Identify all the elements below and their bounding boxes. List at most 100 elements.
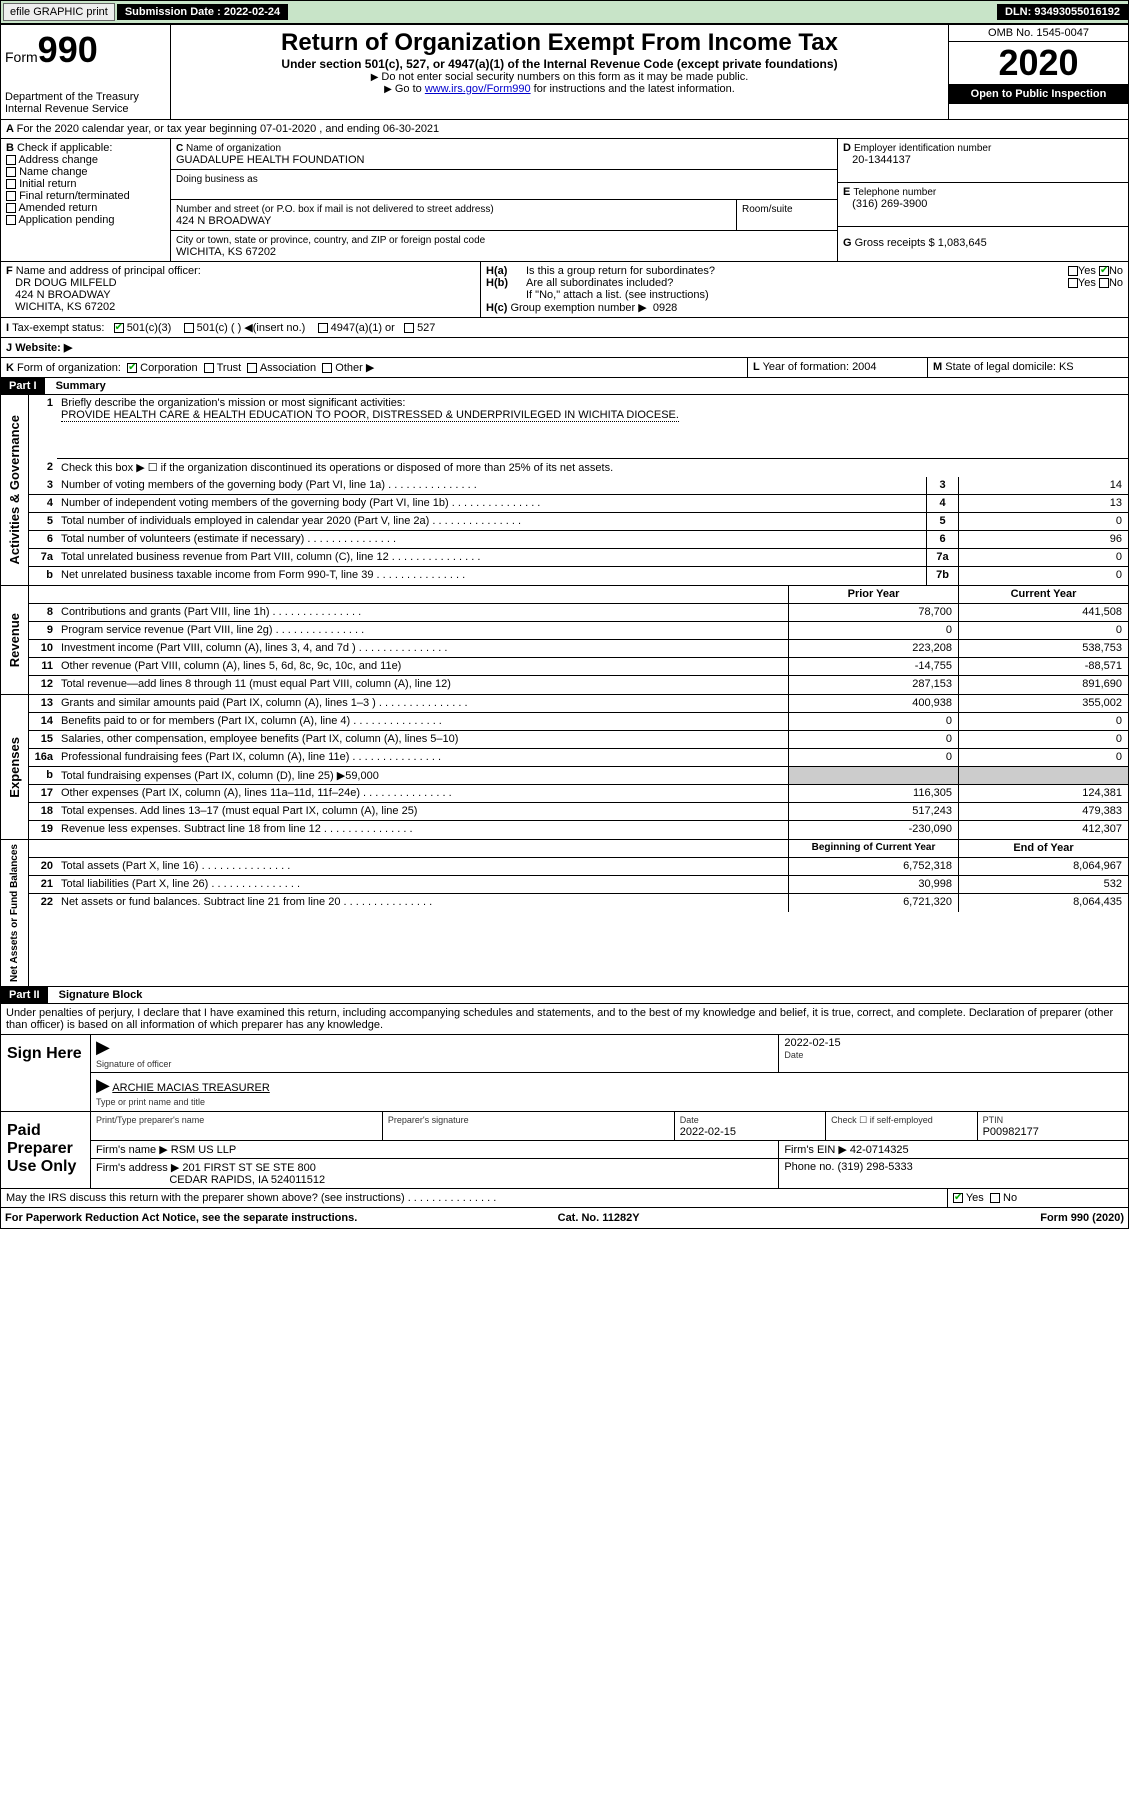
name-arrow-icon: ▶ (96, 1075, 110, 1095)
pra-notice: For Paperwork Reduction Act Notice, see … (5, 1212, 357, 1224)
officer-label: Name and address of principal officer: (16, 265, 201, 277)
hb-no[interactable] (1099, 278, 1109, 288)
preparer-date-label: Date (680, 1115, 699, 1125)
l7a-val: 0 (958, 549, 1128, 566)
discuss-yes[interactable] (953, 1193, 963, 1203)
ptin-label: PTIN (983, 1115, 1004, 1125)
cb-527[interactable] (404, 323, 414, 333)
l16a-curr: 0 (958, 749, 1128, 766)
exp-label: Expenses (5, 733, 24, 802)
officer-street: 424 N BROADWAY (15, 289, 110, 301)
part1-title: Summary (48, 378, 114, 394)
l18-curr: 479,383 (958, 803, 1128, 820)
block-bcd: B Check if applicable: Address change Na… (0, 139, 1129, 262)
l19-prior: -230,090 (788, 821, 958, 839)
cb-501c[interactable] (184, 323, 194, 333)
submission-date-chip: Submission Date : 2022-02-24 (117, 4, 288, 20)
hc-value: 0928 (653, 302, 677, 314)
open-public-inspection: Open to Public Inspection (949, 84, 1128, 104)
line-j: J Website: ▶ (0, 338, 1129, 358)
l7a-text: Total unrelated business revenue from Pa… (57, 549, 926, 566)
l6-text: Total number of volunteers (estimate if … (57, 531, 926, 548)
l16a-text: Professional fundraising fees (Part IX, … (57, 749, 788, 766)
firm-addr2: CEDAR RAPIDS, IA 524011512 (169, 1174, 325, 1186)
tax-period: For the 2020 calendar year, or tax year … (17, 123, 440, 135)
l13-curr: 355,002 (958, 695, 1128, 712)
checkbox-initial-return[interactable] (6, 179, 16, 189)
dba-label: Doing business as (176, 174, 258, 185)
l8-text: Contributions and grants (Part VIII, lin… (57, 604, 788, 621)
firm-addr-label: Firm's address ▶ (96, 1162, 179, 1174)
hb-yes[interactable] (1068, 278, 1078, 288)
part1-header: Part I Summary (0, 378, 1129, 395)
ha-label: Is this a group return for subordinates? (526, 265, 1068, 277)
cb-trust[interactable] (204, 363, 214, 373)
sign-here-label: Sign Here (1, 1035, 91, 1111)
l20-end: 8,064,967 (958, 858, 1128, 875)
checkbox-application-pending[interactable] (6, 215, 16, 225)
l4-text: Number of independent voting members of … (57, 495, 926, 512)
omb-number: OMB No. 1545-0047 (949, 25, 1128, 42)
cb-4947[interactable] (318, 323, 328, 333)
l16a-prior: 0 (788, 749, 958, 766)
checkbox-final-return[interactable] (6, 191, 16, 201)
org-name-label: Name of organization (186, 143, 281, 154)
form-990-footer: Form 990 (2020) (1040, 1212, 1124, 1224)
cb-corp[interactable] (127, 363, 137, 373)
ein-label: Employer identification number (854, 143, 991, 154)
ptin-value: P00982177 (983, 1126, 1039, 1138)
l12-prior: 287,153 (788, 676, 958, 694)
checkbox-amended-return[interactable] (6, 203, 16, 213)
l22-begin: 6,721,320 (788, 894, 958, 912)
firm-phone: (319) 298-5333 (838, 1161, 913, 1173)
begin-year-hdr: Beginning of Current Year (788, 840, 958, 857)
l3-text: Number of voting members of the governin… (57, 477, 926, 494)
l9-prior: 0 (788, 622, 958, 639)
sign-date-label: Date (784, 1050, 803, 1060)
irs-link[interactable]: www.irs.gov/Form990 (425, 83, 531, 95)
cat-no: Cat. No. 11282Y (558, 1212, 640, 1224)
year-formation-label: Year of formation: (763, 361, 849, 373)
cb-assoc[interactable] (247, 363, 257, 373)
l17-prior: 116,305 (788, 785, 958, 802)
l19-curr: 412,307 (958, 821, 1128, 839)
street-address: 424 N BROADWAY (176, 215, 271, 227)
hb-label: Are all subordinates included? (526, 277, 1068, 289)
l21-text: Total liabilities (Part X, line 26) (57, 876, 788, 893)
l14-prior: 0 (788, 713, 958, 730)
checkbox-address-change[interactable] (6, 155, 16, 165)
state-domicile: KS (1059, 361, 1074, 373)
l16b-text: Total fundraising expenses (Part IX, col… (57, 767, 788, 784)
l1-label: Briefly describe the organization's miss… (61, 397, 405, 409)
firm-name-label: Firm's name ▶ (96, 1144, 168, 1156)
year-formation: 2004 (852, 361, 876, 373)
room-label: Room/suite (742, 204, 793, 215)
preparer-date: 2022-02-15 (680, 1126, 736, 1138)
l17-text: Other expenses (Part IX, column (A), lin… (57, 785, 788, 802)
checkbox-name-change[interactable] (6, 167, 16, 177)
rev-label: Revenue (5, 609, 24, 671)
firm-phone-label: Phone no. (784, 1161, 834, 1173)
form-header: Form990 Department of the Treasury Inter… (0, 24, 1129, 120)
part2-header: Part II Signature Block (0, 987, 1129, 1004)
l22-end: 8,064,435 (958, 894, 1128, 912)
l13-prior: 400,938 (788, 695, 958, 712)
perjury-statement: Under penalties of perjury, I declare th… (0, 1004, 1129, 1035)
website-label: Website: ▶ (15, 342, 72, 354)
firm-ein-label: Firm's EIN ▶ (784, 1144, 847, 1156)
l10-text: Investment income (Part VIII, column (A)… (57, 640, 788, 657)
gross-receipts-value: 1,083,645 (938, 237, 987, 249)
l6-val: 96 (958, 531, 1128, 548)
cb-other[interactable] (322, 363, 332, 373)
ha-yes[interactable] (1068, 266, 1078, 276)
cb-501c3[interactable] (114, 323, 124, 333)
footer: For Paperwork Reduction Act Notice, see … (0, 1208, 1129, 1229)
gross-receipts-label: Gross receipts $ (855, 237, 935, 249)
officer-city: WICHITA, KS 67202 (15, 301, 115, 313)
end-year-hdr: End of Year (958, 840, 1128, 857)
hc-label: Group exemption number ▶ (510, 302, 646, 314)
section-governance: Activities & Governance 1Briefly describ… (0, 395, 1129, 586)
ha-no[interactable] (1099, 266, 1109, 276)
discuss-no[interactable] (990, 1193, 1000, 1203)
efile-print-button[interactable]: efile GRAPHIC print (3, 3, 115, 21)
